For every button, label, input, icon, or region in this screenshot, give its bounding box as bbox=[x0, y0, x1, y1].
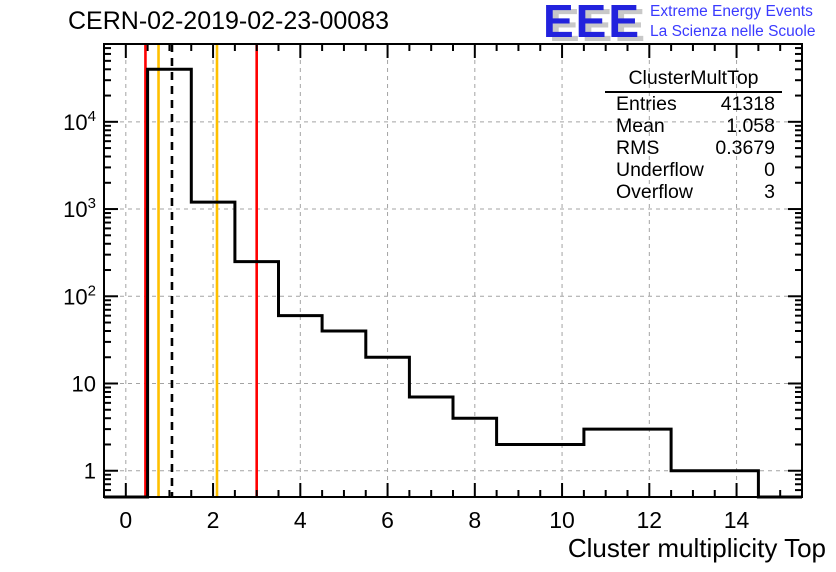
svg-text:10: 10 bbox=[549, 507, 575, 533]
eee-logo: EEE Extreme Energy Events La Scienza nel… bbox=[543, 0, 816, 47]
svg-text:0: 0 bbox=[119, 507, 132, 533]
stats-row-underflow: Underflow 0 bbox=[605, 159, 782, 181]
svg-text:12: 12 bbox=[637, 507, 663, 533]
svg-text:6: 6 bbox=[381, 507, 394, 533]
stats-value: 1.058 bbox=[726, 114, 775, 137]
marker-lines bbox=[144, 44, 258, 497]
eee-logo-line1: Extreme Energy Events bbox=[650, 3, 813, 20]
svg-text:1: 1 bbox=[84, 459, 96, 484]
eee-logo-text: Extreme Energy Events La Scienza nelle S… bbox=[650, 0, 815, 42]
stats-label: Overflow bbox=[616, 180, 693, 203]
stats-box: ClusterMultTop Entries 41318 Mean 1.058 … bbox=[605, 67, 782, 203]
stats-value: 3 bbox=[764, 180, 775, 203]
stats-label: Entries bbox=[616, 92, 677, 115]
svg-text:4: 4 bbox=[294, 507, 307, 533]
stats-row-rms: RMS 0.3679 bbox=[605, 137, 782, 159]
x-tick-labels: 0 2 4 6 8 10 12 14 bbox=[119, 507, 749, 533]
y-tick-labels: 1 10 102 103 104 bbox=[63, 108, 96, 484]
stats-label: Mean bbox=[616, 114, 665, 137]
svg-text:103: 103 bbox=[63, 195, 96, 222]
svg-text:104: 104 bbox=[63, 108, 96, 135]
stats-row-mean: Mean 1.058 bbox=[605, 115, 782, 137]
stats-value: 0.3679 bbox=[715, 136, 775, 159]
eee-logo-letters: EEE bbox=[543, 0, 642, 47]
stats-row-overflow: Overflow 3 bbox=[605, 181, 782, 203]
stats-box-title: ClusterMultTop bbox=[605, 67, 782, 93]
stats-value: 0 bbox=[764, 158, 775, 181]
grid-lines bbox=[104, 44, 802, 497]
stats-label: RMS bbox=[616, 136, 660, 159]
svg-text:102: 102 bbox=[63, 282, 96, 309]
histogram-step-line bbox=[104, 67, 802, 499]
axis-ticks bbox=[103, 44, 803, 497]
eee-logo-line2: La Scienza nelle Scuole bbox=[650, 22, 816, 40]
plot-title: CERN-02-2019-02-23-00083 bbox=[68, 7, 390, 35]
svg-text:14: 14 bbox=[724, 507, 750, 533]
svg-text:2: 2 bbox=[207, 507, 220, 533]
stats-row-entries: Entries 41318 bbox=[605, 93, 782, 115]
svg-text:8: 8 bbox=[468, 507, 481, 533]
x-axis-title: Cluster multiplicity Top bbox=[567, 533, 826, 563]
stats-label: Underflow bbox=[616, 158, 704, 181]
stats-value: 41318 bbox=[720, 92, 775, 115]
svg-text:10: 10 bbox=[72, 372, 96, 397]
